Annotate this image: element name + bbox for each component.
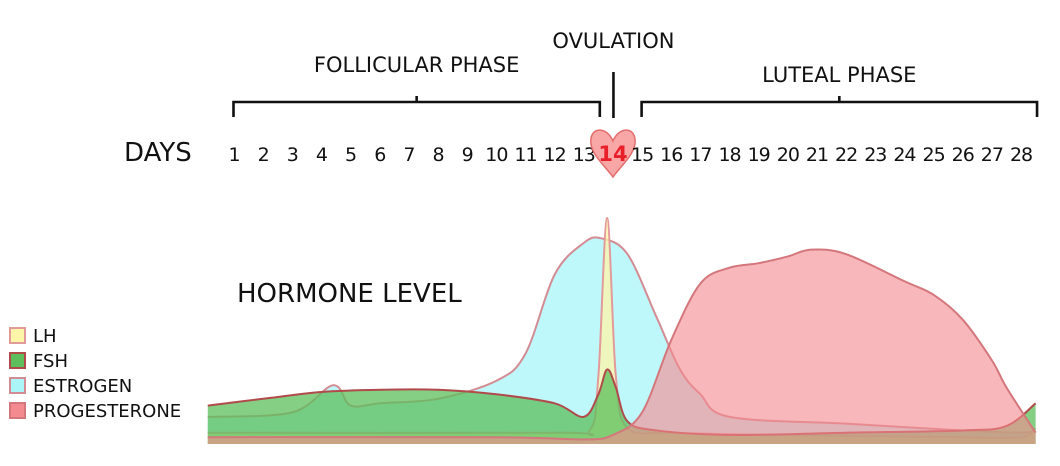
day-label: 11	[514, 144, 536, 166]
phase-brackets	[232, 72, 1039, 118]
day-label: 27	[981, 144, 1003, 166]
day-label: 25	[923, 144, 945, 166]
line-progesterone	[207, 248, 1037, 441]
day-label: 3	[287, 144, 298, 166]
day-label: 18	[718, 144, 740, 166]
phase-label: FOLLICULAR PHASE	[314, 53, 519, 77]
day-label: 17	[689, 144, 711, 166]
day-label: 15	[631, 144, 653, 166]
y-axis-label: HORMONE LEVEL	[237, 279, 462, 309]
day-label: 9	[462, 144, 473, 166]
legend-swatch	[9, 402, 26, 419]
day-label: 8	[433, 144, 444, 166]
legend-swatch	[9, 352, 26, 369]
area-progesterone	[207, 249, 1036, 444]
legend-label: PROGESTERONE	[33, 401, 181, 422]
legend-label: LH	[33, 326, 57, 347]
phase-label: OVULATION	[552, 29, 674, 53]
phase-label: LUTEAL PHASE	[762, 63, 916, 87]
day-label: 4	[316, 144, 328, 166]
day-label: 20	[777, 144, 799, 166]
day-label: 21	[806, 144, 828, 166]
day-tick-labels: 1 2 3 4 5 6 7 8 9 10 11 12 13 14 15 16 17 18 19 20 21 22 23 24 2…	[228, 129, 1033, 179]
day-label: 2	[258, 144, 269, 166]
day-label: 22	[835, 144, 857, 166]
x-axis-label: DAYS	[124, 138, 192, 168]
area-fsh	[207, 369, 1036, 444]
day-label: 23	[864, 144, 886, 166]
legend-swatch	[9, 377, 26, 394]
day-label: 7	[403, 144, 414, 166]
day-label: 1	[228, 144, 239, 166]
phase-labels: FOLLICULAR PHASE OVULATION LUTEAL PHASE	[314, 29, 917, 87]
day-label: 24	[893, 144, 916, 166]
day-label: 6	[374, 144, 385, 166]
hormone-areas	[207, 216, 1037, 444]
day-label: 13	[573, 144, 595, 166]
area-estrogen	[207, 237, 1036, 444]
heart-icon	[590, 129, 636, 179]
day-label: 26	[952, 144, 974, 166]
day-label: 28	[1010, 144, 1032, 166]
day-label: 5	[345, 144, 356, 166]
legend: LH FSH ESTROGEN PROGESTERONE	[9, 326, 181, 422]
phase-bracket	[232, 100, 602, 117]
phase-bracket	[640, 100, 1039, 117]
legend-label: ESTROGEN	[33, 376, 132, 397]
day-label: 16	[660, 144, 682, 166]
day-label: 19	[748, 144, 770, 166]
day-label: 10	[485, 144, 507, 166]
day-label: 12	[544, 144, 566, 166]
legend-label: FSH	[33, 351, 68, 372]
legend-swatch	[9, 327, 26, 344]
day-label-highlight: 14	[598, 142, 627, 166]
